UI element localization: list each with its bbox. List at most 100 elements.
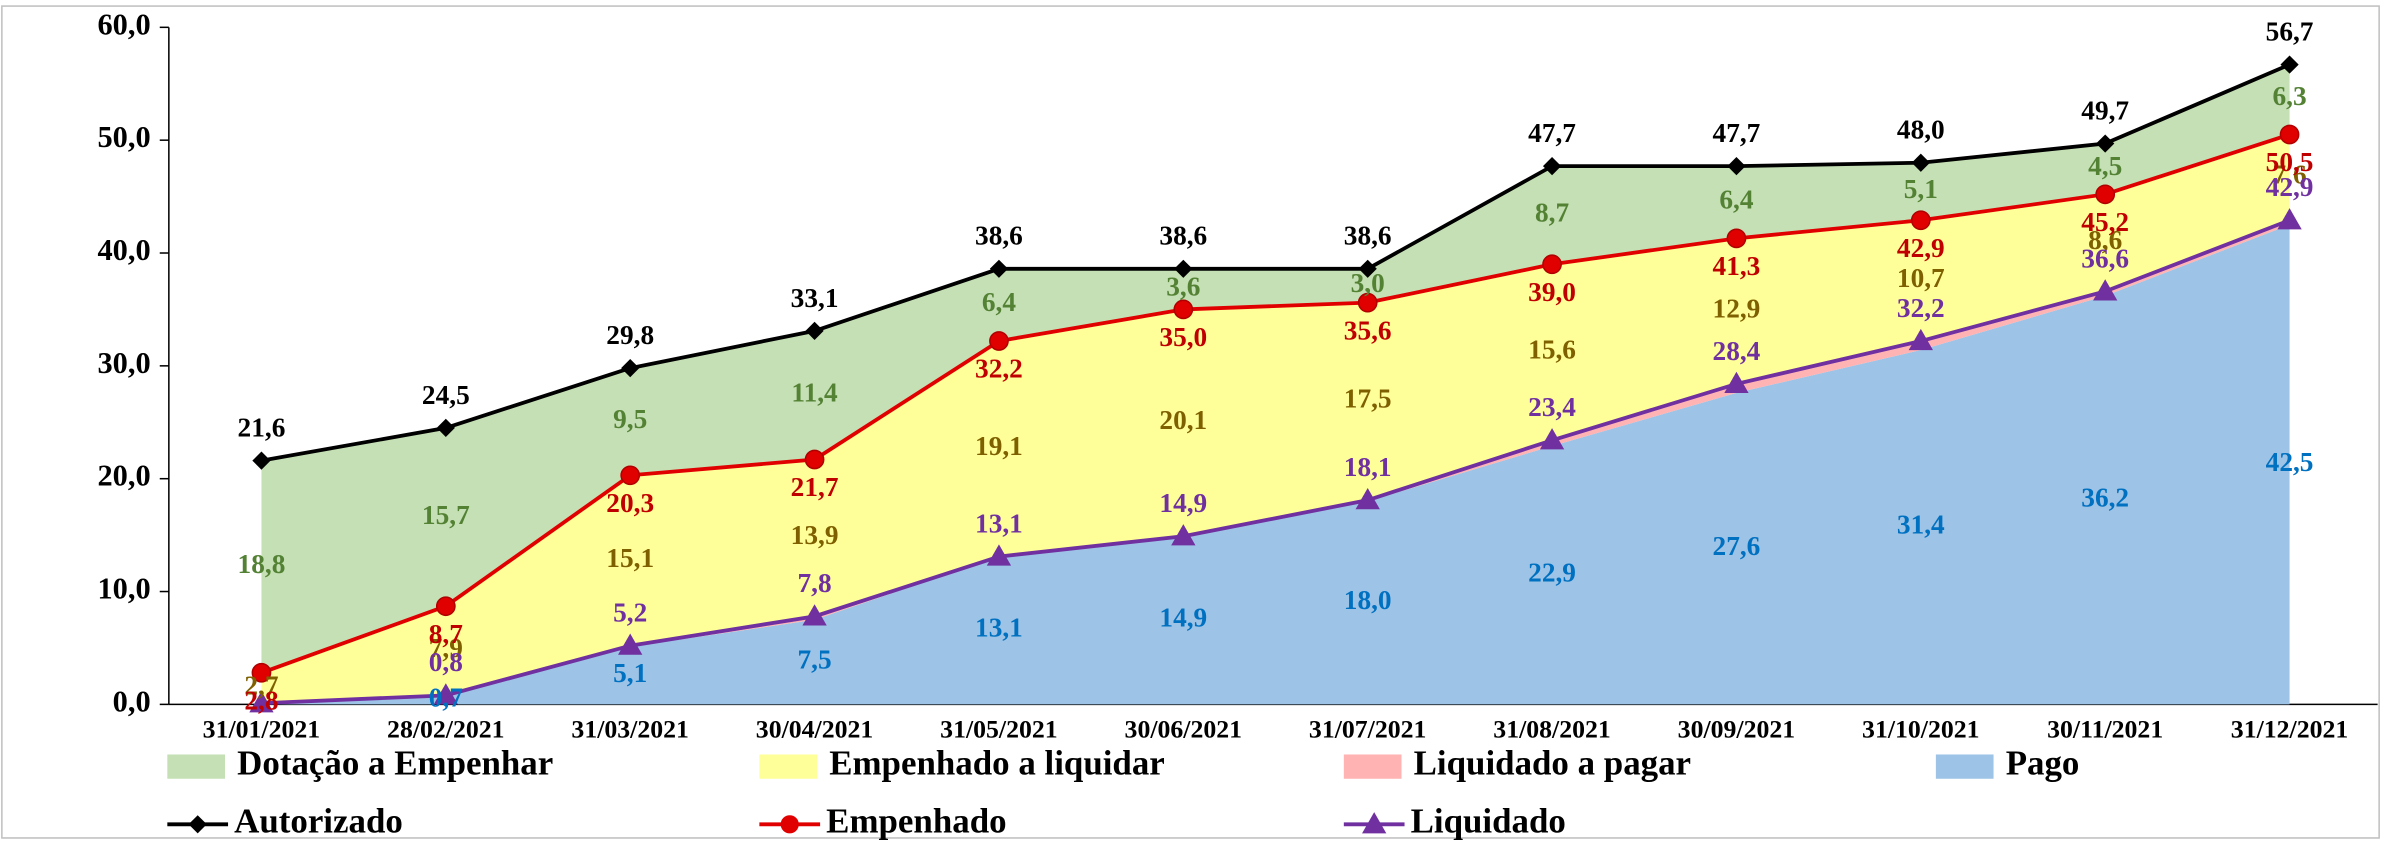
x-tick-label: 31/08/2021: [1493, 715, 1611, 744]
x-tick-label: 31/03/2021: [571, 715, 689, 744]
marker: [1355, 487, 1380, 510]
data-label: 5,1: [1904, 174, 1938, 204]
y-tick-label: 20,0: [97, 459, 150, 493]
data-label: 23,4: [1528, 392, 1576, 422]
data-label: 35,0: [1159, 322, 1207, 352]
data-label: 14,9: [1159, 603, 1207, 633]
data-label: 9,5: [613, 404, 647, 434]
legend-marker: [188, 815, 207, 834]
data-label: 3,6: [1166, 271, 1200, 301]
data-label: 48,0: [1897, 115, 1945, 145]
legend-label: Liquidado a pagar: [1414, 744, 1691, 783]
legend-marker: [780, 815, 799, 834]
data-label: 7,8: [798, 568, 832, 598]
data-label: 15,7: [422, 500, 470, 530]
marker: [1727, 157, 1746, 176]
marker: [1539, 428, 1565, 450]
marker: [804, 449, 825, 470]
marker: [618, 633, 643, 655]
line: [261, 62, 2291, 463]
data-label: 20,1: [1159, 405, 1207, 435]
legend-swatch: [1343, 754, 1402, 779]
data-label: 17,5: [1344, 384, 1392, 414]
legend-label: Dotação a Empenhar: [237, 744, 553, 783]
data-label: 13,1: [975, 613, 1023, 643]
data-label: 15,1: [606, 543, 654, 573]
frame: [1, 5, 2380, 839]
marker: [2277, 208, 2302, 230]
legend-swatch: [759, 754, 818, 779]
data-label: 2,8: [244, 685, 278, 715]
legend-label: Liquidado: [1411, 801, 1566, 840]
marker: [1357, 292, 1378, 313]
y-tick-label: 40,0: [97, 233, 150, 267]
marker: [620, 465, 641, 486]
data-label: 36,2: [2081, 482, 2129, 512]
data-label: 21,7: [791, 472, 839, 502]
y-tick-label: 50,0: [97, 120, 150, 154]
data-label: 33,1: [791, 283, 839, 313]
data-label: 19,1: [975, 431, 1023, 461]
data-label: 13,1: [975, 508, 1023, 538]
data-label: 6,4: [1719, 184, 1753, 214]
marker: [436, 418, 455, 438]
data-label: 20,3: [606, 488, 654, 518]
data-label: 29,8: [606, 320, 654, 350]
marker: [802, 604, 827, 626]
data-label: 7,5: [798, 644, 832, 674]
x-tick-label: 28/02/2021: [387, 715, 505, 744]
x-tick-label: 31/07/2021: [1309, 715, 1427, 744]
marker: [989, 331, 1009, 351]
marker: [1908, 328, 1933, 351]
data-label: 36,6: [2081, 243, 2129, 273]
data-label: 31,4: [1897, 509, 1945, 539]
data-label: 41,3: [1713, 251, 1761, 281]
data-label: 7,6: [2272, 160, 2306, 190]
marker: [1911, 153, 1930, 172]
data-label: 47,7: [1713, 118, 1761, 148]
legend-label: Empenhado: [826, 801, 1006, 840]
x-tick-label: 30/06/2021: [1125, 715, 1243, 744]
x-tick-label: 30/09/2021: [1678, 715, 1796, 744]
marker: [251, 662, 272, 683]
x-tick-label: 30/04/2021: [756, 715, 874, 744]
line: [260, 132, 2291, 675]
data-label: 14,9: [1159, 488, 1207, 518]
data-label: 18,0: [1344, 585, 1392, 615]
data-label: 18,1: [1344, 452, 1392, 482]
data-label: 12,9: [1713, 293, 1761, 323]
data-label: 8,7: [1535, 197, 1569, 227]
legend-label: Autorizado: [234, 801, 403, 840]
x-tick-label: 31/05/2021: [940, 715, 1058, 744]
data-label: 42,9: [2266, 172, 2314, 202]
legend-swatch: [1935, 754, 1994, 779]
data-label: 45,2: [2081, 207, 2129, 237]
data-label: 42,9: [1897, 233, 1945, 263]
data-label: 38,6: [1344, 221, 1392, 251]
data-label: 27,6: [1713, 531, 1761, 561]
data-label: 38,6: [1159, 221, 1207, 251]
y-tick-label: 60,0: [97, 7, 150, 41]
data-label: 38,6: [975, 221, 1023, 251]
marker: [1910, 210, 1931, 231]
marker: [2279, 124, 2300, 145]
data-label: 7,9: [429, 633, 463, 663]
area: [261, 63, 2290, 673]
x-tick-label: 31/12/2021: [2231, 715, 2349, 744]
legend-label: Empenhado a liquidar: [829, 744, 1165, 783]
x-tick-label: 31/01/2021: [203, 715, 321, 744]
data-label: 50,5: [2266, 147, 2314, 177]
data-label: 15,6: [1528, 335, 1576, 365]
data-label: 22,9: [1528, 557, 1576, 587]
x-tick-label: 30/11/2021: [2047, 715, 2163, 744]
x-tick-label: 31/10/2021: [1862, 715, 1980, 744]
data-label: 28,4: [1713, 336, 1761, 366]
legend-label: Pago: [2006, 744, 2080, 783]
data-label: 18,8: [238, 549, 286, 579]
data-label: 10,7: [1897, 263, 1945, 293]
legend-swatch: [167, 754, 226, 779]
marker: [1726, 228, 1747, 249]
data-label: 32,2: [975, 354, 1023, 384]
data-label: 6,3: [2272, 81, 2306, 111]
